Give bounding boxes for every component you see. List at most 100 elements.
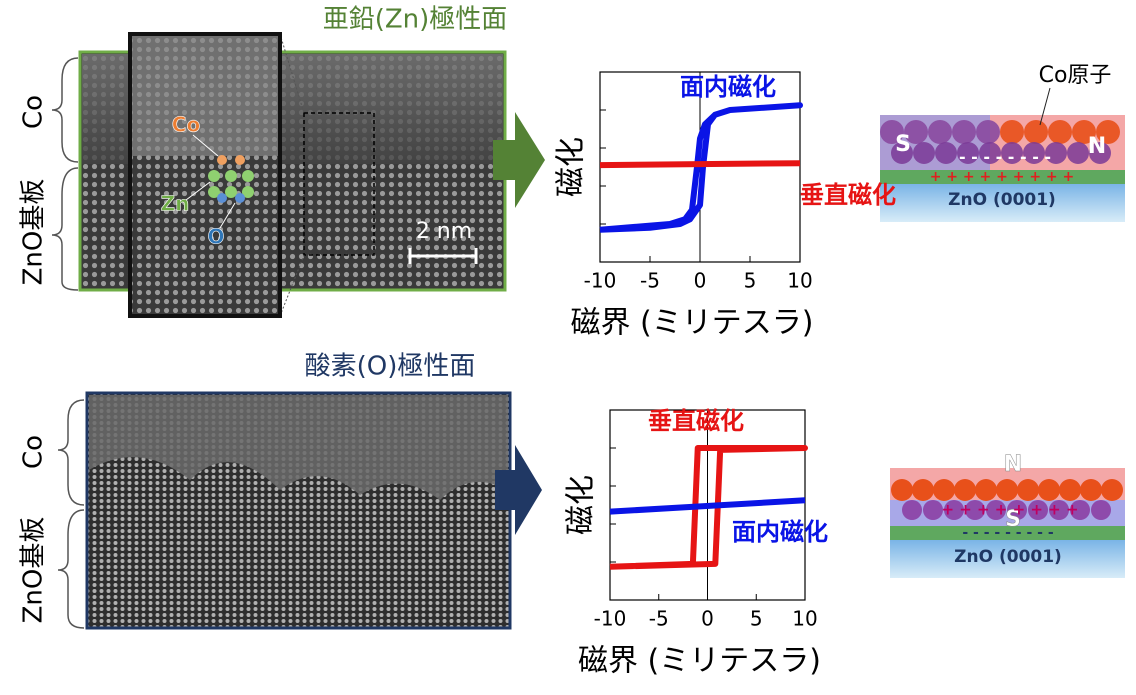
substrate xyxy=(890,540,1125,578)
atom xyxy=(912,479,934,501)
arrow xyxy=(495,445,542,535)
atom xyxy=(976,120,1000,144)
diagram-label: Co原子 xyxy=(1039,63,1112,88)
zoom-box xyxy=(303,112,375,256)
inset-label: Co xyxy=(172,113,200,137)
x-tick-label: -10 xyxy=(594,607,627,631)
charges: - - - - - - - - - xyxy=(962,525,1053,541)
co-layer xyxy=(89,395,508,500)
layer-label: Co xyxy=(19,435,49,469)
scale-bar xyxy=(408,248,478,264)
series-label: 面内磁化 xyxy=(680,73,776,101)
atom xyxy=(1101,479,1123,501)
arrow xyxy=(493,112,545,208)
diagram xyxy=(890,468,1125,578)
atom xyxy=(1072,120,1096,144)
zoom-line xyxy=(279,33,305,114)
x-tick-label: 10 xyxy=(792,607,817,631)
series-label: 面内磁化 xyxy=(732,518,828,546)
atom xyxy=(904,120,928,144)
atom xyxy=(935,142,957,164)
inset-co xyxy=(132,36,278,156)
x-tick-label: 10 xyxy=(787,269,812,293)
atom xyxy=(891,479,913,501)
atom xyxy=(957,142,979,164)
substrate-label: ZnO基板 xyxy=(19,517,49,624)
atom xyxy=(1028,500,1048,520)
layer-label: Co xyxy=(19,95,49,129)
charges: + + + + + + + + xyxy=(941,501,1078,519)
pole: N xyxy=(1004,452,1022,477)
atom xyxy=(923,500,943,520)
x-tick-label: -10 xyxy=(584,269,617,293)
x-tick-label: -5 xyxy=(649,607,669,631)
atom xyxy=(891,142,913,164)
interface xyxy=(890,526,1125,540)
atom xyxy=(933,479,955,501)
y-axis-label: 磁化 xyxy=(564,475,599,535)
brace xyxy=(57,509,85,629)
atom xyxy=(913,142,935,164)
inset-label: Zn xyxy=(161,192,190,216)
atom xyxy=(1070,500,1090,520)
diagram xyxy=(880,87,1125,222)
substrate-label: ZnO (0001) xyxy=(948,190,1056,210)
atom xyxy=(1024,120,1048,144)
x-tick-label: 5 xyxy=(744,269,757,293)
atom xyxy=(965,500,985,520)
atom xyxy=(944,500,964,520)
atom xyxy=(902,500,922,520)
series-line xyxy=(609,497,806,515)
pole: S xyxy=(1005,507,1021,532)
atom xyxy=(1045,142,1067,164)
atom xyxy=(1059,479,1081,501)
atom xyxy=(1000,120,1024,144)
atom xyxy=(1023,142,1045,164)
atom xyxy=(1089,142,1111,164)
atom xyxy=(996,479,1018,501)
atom xyxy=(954,479,976,501)
atom xyxy=(975,479,997,501)
interface xyxy=(880,170,1125,184)
atom xyxy=(1001,142,1023,164)
x-tick-label: 5 xyxy=(750,607,763,631)
inset-label: O xyxy=(207,225,224,249)
atom xyxy=(952,120,976,144)
atom xyxy=(1091,500,1111,520)
atoms-model xyxy=(185,134,254,229)
substrate xyxy=(880,184,1125,222)
panel-title: 酸素(O)極性面 xyxy=(305,352,476,382)
pole: N xyxy=(1088,134,1106,159)
charges: + + + + + + + + + xyxy=(930,169,1075,185)
series-line xyxy=(599,160,801,169)
atom xyxy=(1048,120,1072,144)
series-label: 垂直磁化 xyxy=(800,181,896,209)
atom xyxy=(1067,142,1089,164)
atom xyxy=(1096,120,1120,144)
atom xyxy=(1080,479,1102,501)
series-line xyxy=(599,102,803,233)
x-axis-label: 磁界 (ミリテスラ) xyxy=(571,306,814,341)
y-axis-label: 磁化 xyxy=(554,137,589,197)
zoom-line xyxy=(279,254,305,317)
atom xyxy=(979,142,1001,164)
series-line xyxy=(609,445,808,570)
pole: S xyxy=(895,132,911,157)
substrate-label: ZnO基板 xyxy=(19,179,49,286)
brace xyxy=(51,57,79,163)
atom xyxy=(1007,500,1027,520)
series-label: 垂直磁化 xyxy=(648,407,744,435)
substrate-label: ZnO (0001) xyxy=(954,547,1062,567)
x-tick-label: 0 xyxy=(694,269,707,293)
panel-title: 亜鉛(Zn)極性面 xyxy=(323,5,508,35)
atom xyxy=(880,120,904,144)
atom xyxy=(1049,500,1069,520)
x-axis-label: 磁界 (ミリテスラ) xyxy=(578,644,821,679)
atom xyxy=(928,120,952,144)
atom xyxy=(1038,479,1060,501)
pointer xyxy=(1039,87,1051,126)
brace xyxy=(57,399,85,506)
charges: - - - - - - - - xyxy=(959,148,1051,167)
scale-bar-label: 2 nm xyxy=(416,219,472,244)
